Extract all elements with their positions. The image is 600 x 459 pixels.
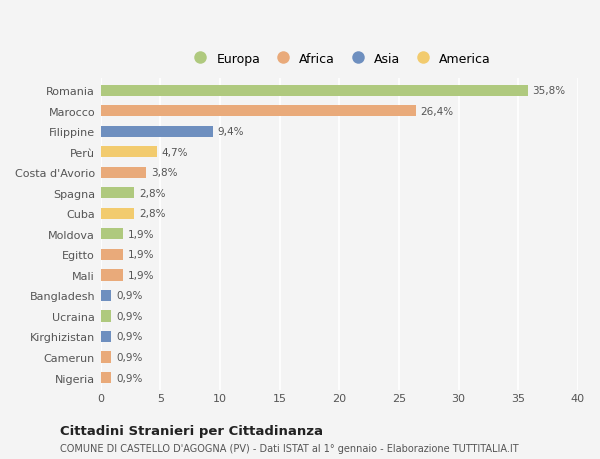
Text: 0,9%: 0,9% [116,291,143,301]
Text: 1,9%: 1,9% [128,270,155,280]
Text: 0,9%: 0,9% [116,311,143,321]
Bar [101,188,134,199]
Bar [101,269,124,281]
Text: COMUNE DI CASTELLO D'AGOGNA (PV) - Dati ISTAT al 1° gennaio - Elaborazione TUTTI: COMUNE DI CASTELLO D'AGOGNA (PV) - Dati … [60,443,518,453]
Text: 26,4%: 26,4% [421,106,454,117]
Bar [101,208,134,219]
Legend: Europa, Africa, Asia, America: Europa, Africa, Asia, America [183,48,496,71]
Bar [101,229,124,240]
Bar [101,372,112,383]
Text: 2,8%: 2,8% [139,209,166,219]
Bar [101,126,213,138]
Text: 2,8%: 2,8% [139,188,166,198]
Text: 1,9%: 1,9% [128,230,155,239]
Bar [101,352,112,363]
Text: 0,9%: 0,9% [116,352,143,362]
Text: 3,8%: 3,8% [151,168,177,178]
Text: 4,7%: 4,7% [161,147,188,157]
Text: 1,9%: 1,9% [128,250,155,260]
Text: Cittadini Stranieri per Cittadinanza: Cittadini Stranieri per Cittadinanza [60,424,323,437]
Bar [101,311,112,322]
Text: 0,9%: 0,9% [116,373,143,383]
Text: 0,9%: 0,9% [116,332,143,341]
Bar [101,331,112,342]
Bar [101,249,124,260]
Bar [101,85,528,96]
Bar [101,147,157,158]
Bar [101,290,112,302]
Bar [101,106,416,117]
Text: 35,8%: 35,8% [533,86,566,96]
Bar [101,167,146,179]
Text: 9,4%: 9,4% [218,127,244,137]
